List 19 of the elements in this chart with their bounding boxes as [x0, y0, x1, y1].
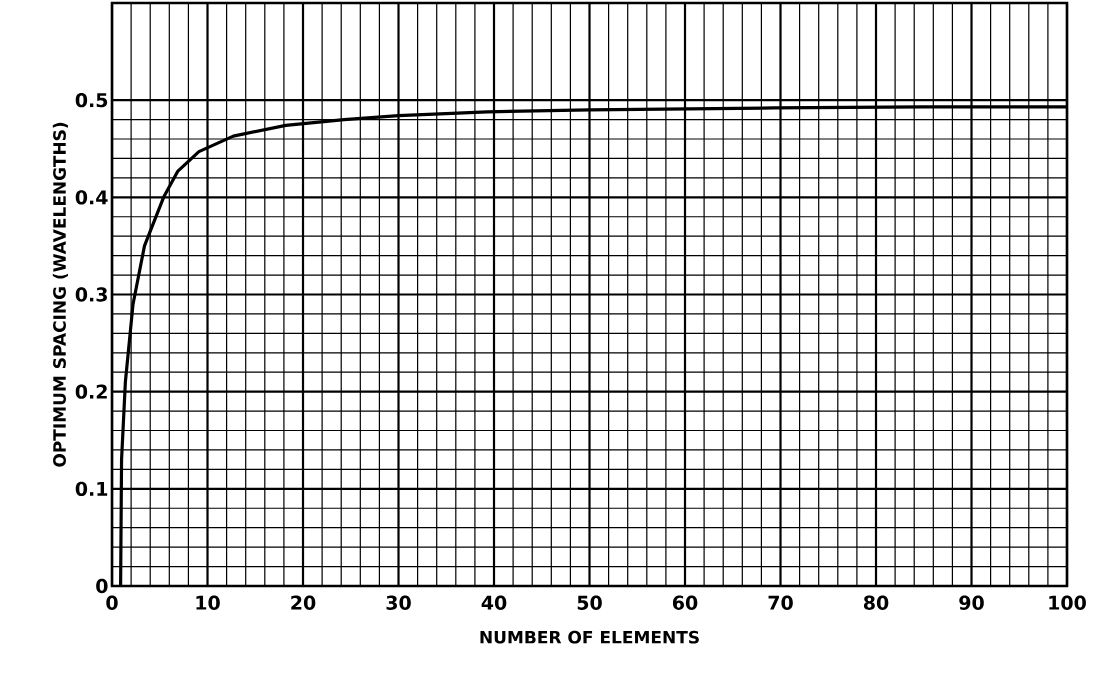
x-tick-label: 90: [959, 595, 984, 610]
x-tick-label: 100: [1049, 595, 1086, 610]
y-tick-label: 0.4: [75, 190, 108, 205]
y-tick-label: 0: [96, 578, 108, 594]
y-tick-label: 0.2: [75, 384, 107, 399]
x-tick-label: 60: [672, 595, 698, 610]
x-axis-title: NUMBER OF ELEMENTS: [480, 630, 699, 644]
y-tick-label: 0.3: [75, 287, 107, 302]
x-tick-label: 40: [481, 595, 507, 610]
x-tick-label: 20: [291, 595, 316, 610]
x-tick-label: 50: [577, 595, 602, 610]
x-tick-label: 80: [863, 595, 889, 610]
x-tick-label: 10: [196, 595, 220, 610]
x-tick-label: 70: [768, 595, 793, 610]
y-tick-label: 0.1: [75, 481, 108, 496]
x-tick-label: 30: [386, 595, 411, 610]
x-tick-label: 0: [106, 595, 118, 610]
y-tick-label: 0.5: [75, 92, 108, 108]
y-axis-title: OPTIMUM SPACING (WAVELENGTHS): [52, 122, 68, 467]
